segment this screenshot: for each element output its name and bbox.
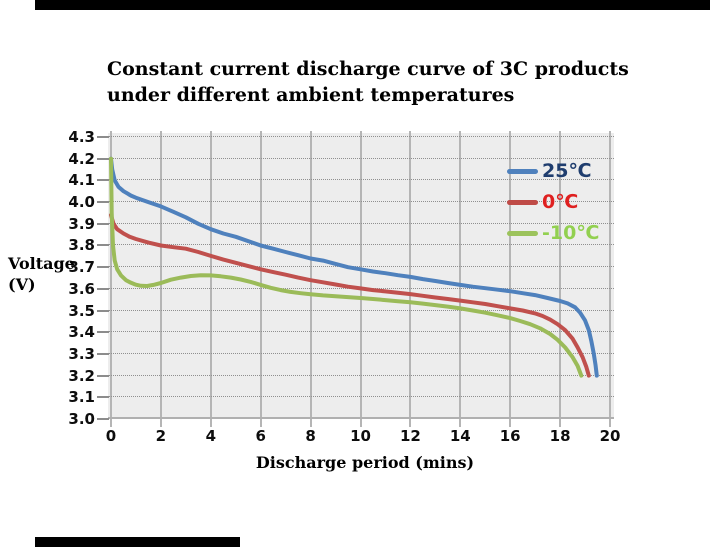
- x-tick-label: 18: [549, 427, 571, 445]
- y-tick-label: 3.9: [68, 214, 95, 233]
- x-tick-label: 10: [350, 427, 371, 445]
- vertical-gridline: [259, 131, 262, 427]
- vertical-gridline: [110, 131, 112, 427]
- y-tick-mark: [97, 352, 109, 355]
- horizontal-gridline: [108, 201, 614, 203]
- vertical-gridline: [409, 131, 412, 427]
- y-tick-mark: [97, 287, 109, 290]
- y-tick-mark: [97, 396, 109, 399]
- series-line: [109, 156, 584, 378]
- horizontal-gridline: [108, 374, 614, 376]
- horizontal-gridline: [108, 222, 614, 224]
- vertical-gridline: [159, 131, 162, 427]
- y-tick-label: 3.0: [68, 410, 95, 428]
- legend-label: 25℃: [542, 160, 592, 182]
- y-tick-mark: [97, 136, 109, 138]
- y-tick-label: 3.7: [68, 258, 95, 277]
- y-tick-label: 4.1: [68, 171, 95, 190]
- horizontal-gridline: [108, 266, 614, 268]
- vertical-gridline: [209, 131, 212, 427]
- x-axis-line: [108, 417, 614, 419]
- y-axis-title: Voltage (V): [8, 254, 75, 294]
- y-tick-label: 3.4: [68, 323, 95, 342]
- x-tick-label: 8: [305, 427, 316, 445]
- y-tick-label: 4.0: [68, 193, 95, 212]
- y-tick-label: 3.5: [68, 301, 95, 320]
- y-tick-mark: [97, 418, 109, 420]
- y-tick-label: 3.1: [68, 388, 95, 407]
- y-tick-label: 3.6: [68, 279, 95, 298]
- y-tick-mark: [97, 157, 109, 160]
- y-tick-mark: [97, 222, 109, 225]
- horizontal-gridline: [108, 352, 614, 354]
- horizontal-gridline: [108, 179, 614, 181]
- y-tick-mark: [97, 244, 109, 247]
- y-tick-label: 4.3: [68, 128, 95, 146]
- chart-title: Constant current discharge curve of 3C p…: [107, 58, 629, 106]
- x-tick-label: 6: [255, 427, 266, 445]
- horizontal-gridline: [108, 244, 614, 246]
- y-tick-mark: [97, 201, 109, 204]
- legend-line-swatch: [507, 169, 538, 174]
- x-tick-label: 2: [155, 427, 167, 445]
- vertical-gridline: [609, 131, 611, 427]
- vertical-gridline: [359, 131, 362, 427]
- legend-line-swatch: [507, 231, 538, 236]
- vertical-gridline: [559, 131, 562, 427]
- x-tick-label: 0: [105, 427, 117, 445]
- bottom-black-bar: [35, 537, 240, 547]
- horizontal-gridline: [108, 331, 614, 333]
- vertical-gridline: [459, 131, 462, 427]
- y-tick-mark: [97, 266, 109, 269]
- x-tick-label: 16: [499, 427, 521, 445]
- legend-label: 0℃: [542, 191, 579, 213]
- x-tick-label: 12: [399, 427, 421, 445]
- x-tick-label: 20: [599, 427, 621, 445]
- series-line: [109, 156, 599, 378]
- top-black-bar: [35, 0, 710, 10]
- y-tick-mark: [97, 309, 109, 312]
- y-tick-mark: [97, 374, 109, 377]
- horizontal-gridline: [108, 396, 614, 398]
- y-tick-mark: [97, 331, 109, 334]
- x-axis-title: Discharge period (mins): [255, 453, 475, 472]
- y-tick-label: 3.8: [68, 236, 95, 255]
- horizontal-gridline: [108, 136, 614, 137]
- legend-label: -10℃: [542, 222, 600, 244]
- y-tick-mark: [97, 179, 109, 182]
- vertical-gridline: [509, 131, 512, 427]
- y-tick-label: 4.2: [68, 149, 95, 168]
- x-tick-label: 4: [205, 427, 217, 445]
- series-line: [109, 213, 591, 378]
- y-tick-label: 3.3: [68, 344, 95, 363]
- y-tick-label: 3.2: [68, 366, 95, 385]
- horizontal-gridline: [108, 157, 614, 159]
- legend-line-swatch: [507, 200, 538, 205]
- horizontal-gridline: [108, 309, 614, 311]
- x-tick-label: 14: [449, 427, 471, 445]
